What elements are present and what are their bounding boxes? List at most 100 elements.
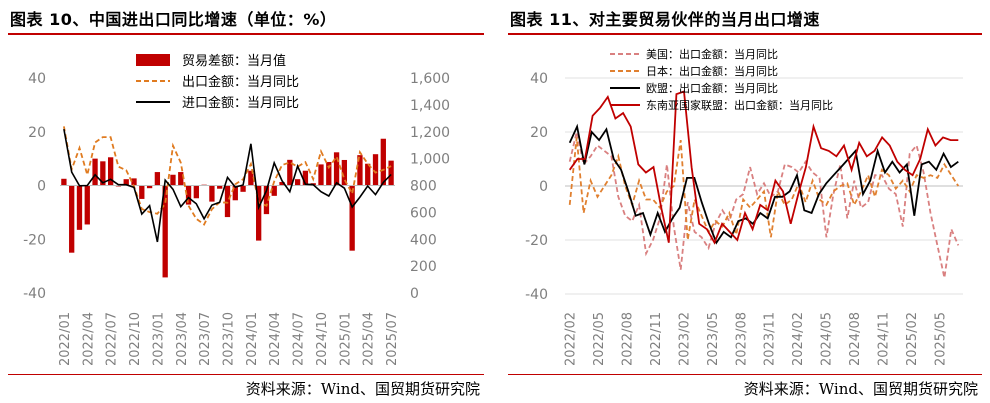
x-tick-label: 2025/02 (905, 312, 920, 366)
y-left-tick-label: 0 (37, 179, 46, 195)
trade-balance-bar (271, 185, 277, 196)
trade-balance-bar (318, 164, 324, 186)
x-tick-label: 2022/04 (81, 312, 96, 366)
trade-balance-bar (365, 163, 371, 186)
source-note-right: 资料来源：Wind、国贸期货研究院 (743, 380, 978, 398)
trade-balance-bar (69, 185, 75, 253)
us-export-yoy-line (568, 131, 960, 278)
y-right-tick-label: 400 (410, 232, 437, 248)
x-tick-label: 2024/10 (315, 312, 330, 366)
trade-balance-bar (170, 174, 176, 186)
trade-balance-bar (341, 159, 348, 186)
import-yoy-line (63, 128, 392, 243)
x-tick-label: 2022/11 (649, 312, 664, 366)
asean-export-yoy-line (568, 90, 959, 245)
source-rule-left (8, 374, 484, 375)
trade-balance-bar (224, 185, 231, 218)
trade-balance-bar (349, 185, 355, 251)
trade-balance-bar (256, 185, 262, 241)
x-tick-label: 2023/04 (175, 312, 190, 366)
trade-balance-bar (123, 179, 129, 186)
y-left-tick-label: 20 (28, 125, 46, 141)
title-rule-left (8, 33, 484, 35)
y-tick-label: -40 (525, 287, 548, 303)
chart-left-svg: 40200-20-401,6001,4001,2001,000800600400… (23, 53, 450, 366)
legend-us-label: 美国：出口金额：当月同比 (646, 47, 778, 61)
right-chart-panel: 图表 11、对主要贸易伙伴的当月出口增速 40 20 0 -20 -40 2022/02 2… (500, 0, 990, 403)
x-tick-label: 2023/02 (677, 312, 692, 366)
legend-label-export: 出口金额：当月同比 (182, 74, 299, 90)
y-right-tick-label: 600 (410, 205, 437, 221)
x-tick-label: 2023/07 (198, 312, 213, 366)
y-left-tick-label: 40 (28, 71, 46, 87)
chart-title-left: 图表 10、中国进出口同比增速（单位：%） (10, 10, 337, 29)
y-right-tick-label: 200 (410, 259, 437, 275)
legend-label-import: 进口金额：当月同比 (182, 95, 299, 111)
y-right-tick-label: 1,400 (410, 98, 450, 114)
source-note-left: 资料来源：Wind、国贸期货研究院 (245, 380, 480, 398)
y-tick-label: -20 (525, 233, 548, 249)
legend-asean-label: 东南亚国家联盟：出口金额：当月同比 (646, 98, 833, 112)
trade-balance-bar (279, 182, 285, 186)
left-chart-panel: 图表 10、中国进出口同比增速（单位：%） 40 20 0 -20 -40 1,600 1,… (0, 0, 492, 403)
trade-balance-bar (248, 170, 254, 186)
trade-balance-bar (232, 185, 238, 201)
title-rule-right (508, 33, 982, 35)
trade-balance-bar (294, 179, 301, 186)
eu-export-yoy-line (568, 123, 959, 245)
y-left-tick-label: -40 (23, 286, 46, 302)
trade-balance-bar (263, 185, 270, 215)
x-tick-label: 2023/08 (734, 312, 749, 366)
x-tick-label: 2022/01 (58, 312, 73, 366)
trade-balance-bar (107, 157, 114, 186)
y-right-tick-label: 1,000 (410, 152, 450, 168)
y-right-tick-label: 800 (410, 179, 437, 195)
legend-japan-label: 日本：出口金额：当月同比 (646, 64, 778, 78)
trade-balance-bar (139, 185, 145, 199)
trade-balance-bar (92, 158, 98, 186)
x-tick-label: 2023/10 (222, 312, 237, 366)
y-tick-label: 40 (530, 71, 548, 87)
trade-balance-bar (326, 161, 332, 186)
x-tick-label: 2024/07 (292, 312, 307, 366)
chart-right-svg: 40 20 0 -20 -40 2022/02 2022/05 2022/08 2022/11 2… (525, 47, 963, 366)
x-tick-label: 2022/07 (105, 312, 120, 366)
trade-balance-bar (100, 161, 106, 186)
trade-balance-bar (209, 185, 215, 202)
x-tick-label: 2025/01 (338, 312, 353, 366)
japan-export-yoy-line (568, 137, 960, 241)
export-yoy-line (63, 126, 392, 226)
y-tick-label: 20 (530, 125, 548, 141)
trade-balance-bar (287, 159, 293, 186)
x-tick-label: 2025/07 (385, 312, 400, 366)
trade-balance-bar (185, 185, 192, 205)
trade-balance-bar (333, 152, 340, 186)
trade-balance-bar (131, 178, 137, 186)
trade-balance-bar (302, 170, 309, 186)
trade-balance-bar (76, 185, 83, 230)
x-tick-label: 2022/02 (564, 312, 579, 366)
x-tick-label: 2022/10 (128, 312, 143, 366)
y-right-tick-label: 1,200 (410, 125, 450, 141)
chart-title-right: 图表 11、对主要贸易伙伴的当月出口增速 (510, 10, 820, 29)
trade-balance-bar (84, 185, 90, 225)
trade-balance-bar (357, 155, 363, 186)
x-tick-label: 2024/02 (791, 312, 806, 366)
x-tick-label: 2023/01 (151, 312, 166, 366)
legend-swatch-trade-balance (136, 54, 170, 66)
trade-balance-bar (146, 185, 153, 189)
legend-eu-label: 欧盟：出口金额：当月同比 (646, 81, 778, 95)
x-tick-label: 2024/11 (876, 312, 891, 366)
y-left-tick-label: -20 (23, 232, 46, 248)
x-tick-label: 2024/04 (268, 312, 283, 366)
trade-balance-bar (162, 185, 168, 278)
x-tick-label: 2024/05 (820, 312, 835, 366)
trade-balance-bar (380, 138, 386, 186)
source-rule-right (508, 374, 982, 375)
y-right-tick-label: 0 (410, 286, 419, 302)
trade-balance-bar (193, 185, 199, 199)
x-tick-label: 2025/05 (933, 312, 948, 366)
x-tick-label: 2022/08 (621, 312, 636, 366)
legend-label-trade-balance: 贸易差额：当月值 (182, 53, 286, 69)
trade-balance-bar (178, 172, 184, 186)
